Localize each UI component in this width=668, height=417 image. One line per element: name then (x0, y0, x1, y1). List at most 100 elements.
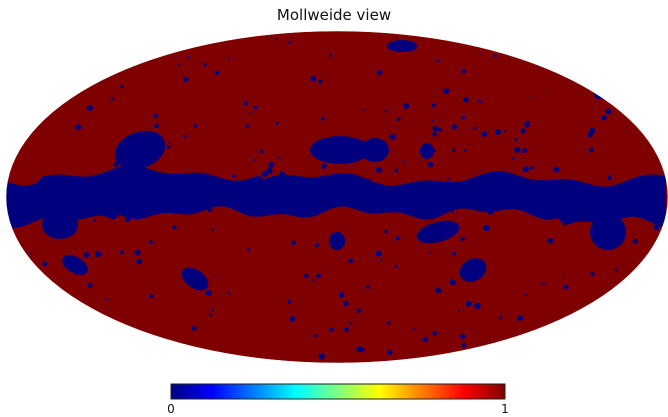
masked-speck (328, 53, 333, 57)
masked-speck (158, 285, 161, 288)
masked-speck (228, 56, 231, 60)
masked-speck (653, 193, 657, 197)
masked-speck (503, 129, 506, 133)
masked-speck (451, 124, 457, 130)
masked-speck (348, 258, 353, 264)
masked-speck (498, 316, 503, 320)
masked-speck (553, 166, 560, 173)
masked-speck (328, 183, 332, 188)
masked-speck (291, 240, 296, 246)
masked-speck (478, 99, 482, 103)
masked-speck (120, 84, 124, 89)
masked-speck (124, 216, 131, 222)
masked-patch (387, 40, 417, 52)
masked-speck (193, 202, 199, 208)
masked-speck (587, 132, 593, 138)
masked-speck (249, 111, 252, 114)
masked-speck (172, 204, 178, 210)
masked-speck (547, 237, 554, 244)
masked-speck (520, 128, 526, 134)
masked-speck (384, 109, 388, 113)
masked-speck (253, 105, 258, 110)
masked-speck (329, 327, 334, 332)
colorbar-max-label: 1 (501, 402, 509, 416)
masked-speck (386, 321, 391, 325)
masked-speck (513, 194, 519, 200)
masked-speck (452, 251, 457, 256)
masked-speck (120, 250, 124, 255)
masked-speck (513, 178, 517, 183)
masked-speck (615, 268, 619, 272)
masked-speck (443, 88, 450, 94)
masked-speck (605, 108, 612, 115)
masked-patch (459, 258, 487, 282)
masked-speck (653, 224, 660, 231)
masked-speck (367, 178, 371, 183)
masked-speck (191, 326, 197, 331)
masked-speck (493, 54, 497, 58)
masked-speck (431, 119, 434, 122)
masked-speck (473, 126, 477, 130)
masked-speck (632, 191, 636, 195)
masked-speck (601, 115, 607, 121)
masked-speck (79, 185, 85, 191)
masked-speck (420, 183, 425, 188)
masked-speck (172, 225, 177, 230)
masked-speck (487, 209, 494, 215)
masked-speck (514, 146, 521, 153)
masked-speck (86, 105, 93, 111)
masked-speck (529, 166, 534, 170)
masked-speck (183, 134, 187, 139)
masked-speck (30, 252, 33, 255)
masked-speck (268, 161, 275, 168)
mollweide-outline (5, 30, 668, 364)
masked-speck (457, 309, 460, 312)
masked-speck (394, 168, 399, 173)
masked-speck (153, 113, 158, 119)
masked-speck (232, 174, 236, 178)
masked-speck (451, 210, 454, 214)
masked-speck (349, 322, 352, 325)
masked-speck (289, 316, 296, 322)
masked-speck (542, 282, 545, 286)
masked-speck (384, 229, 388, 234)
masked-speck (83, 252, 90, 258)
masked-speck (105, 297, 108, 300)
masked-speck (316, 194, 319, 196)
masked-speck (211, 229, 215, 232)
masked-speck (318, 79, 323, 84)
masked-speck (261, 171, 268, 178)
masked-speck (395, 236, 400, 241)
masked-speck (461, 115, 466, 120)
masked-speck (154, 123, 159, 129)
masked-speck (211, 308, 214, 312)
masked-speck (562, 275, 564, 278)
masked-speck (278, 171, 285, 178)
masked-speck (446, 177, 450, 181)
masked-speck (356, 346, 363, 352)
masked-speck (444, 187, 450, 193)
masked-speck (278, 156, 281, 160)
masked-speck (316, 273, 321, 279)
masked-speck (134, 249, 141, 256)
masked-speck (590, 271, 595, 276)
masked-speck (60, 201, 66, 208)
masked-speck (403, 160, 406, 163)
masked-speck (247, 185, 253, 190)
masked-speck (259, 149, 264, 154)
colorbar-min-label: 0 (167, 402, 175, 416)
masked-speck (376, 167, 382, 174)
masked-speck (389, 133, 396, 140)
masked-speck (432, 331, 438, 336)
masked-speck (245, 124, 249, 128)
masked-patch (42, 211, 78, 239)
masked-speck (561, 194, 565, 198)
masked-speck (530, 95, 533, 98)
masked-speck (65, 203, 70, 208)
masked-speck (110, 97, 114, 101)
masked-speck (607, 175, 612, 180)
masked-speck (396, 41, 400, 46)
chart-title: Mollweide view (276, 6, 392, 24)
masked-speck (251, 195, 258, 203)
